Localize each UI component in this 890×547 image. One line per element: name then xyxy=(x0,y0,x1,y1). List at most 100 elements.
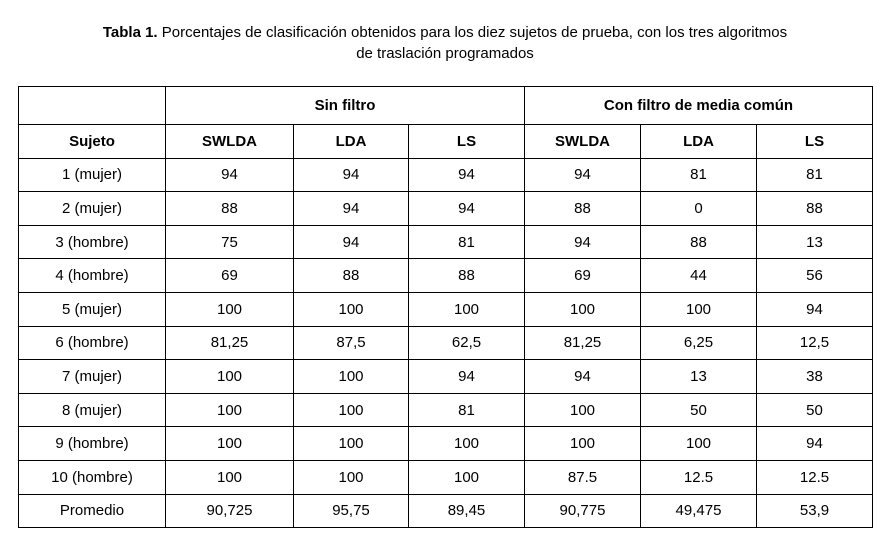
table-row: 2 (mujer) 88 94 94 88 0 88 xyxy=(18,191,874,226)
column-header: LS xyxy=(408,124,525,159)
group-header-empty xyxy=(18,86,166,125)
value-cell: 94 xyxy=(293,224,409,260)
value-cell: 62,5 xyxy=(408,325,525,361)
value-cell: 100 xyxy=(165,291,294,327)
value-cell: 90,775 xyxy=(524,493,641,529)
value-cell: 38 xyxy=(755,359,874,394)
value-cell: 69 xyxy=(524,258,641,293)
value-cell: 94 xyxy=(755,426,874,461)
group-header-row: Sin filtro Con filtro de media común xyxy=(18,86,874,125)
value-cell: 13 xyxy=(640,359,757,394)
value-cell: 53,9 xyxy=(755,493,874,529)
subject-cell: 8 (mujer) xyxy=(18,392,166,428)
value-cell: 88 xyxy=(165,191,294,226)
value-cell: 94 xyxy=(755,291,874,327)
value-cell: 12,5 xyxy=(755,325,874,361)
table-row: 10 (hombre) 100 100 100 87.5 12.5 12.5 xyxy=(18,459,874,495)
value-cell: 100 xyxy=(293,392,409,428)
table-row: 8 (mujer) 100 100 81 100 50 50 xyxy=(18,392,874,428)
value-cell: 89,45 xyxy=(408,493,525,529)
value-cell: 94 xyxy=(524,157,641,193)
value-cell: 88 xyxy=(755,191,874,226)
value-cell: 94 xyxy=(165,157,294,193)
value-cell: 100 xyxy=(640,291,757,327)
group-header-con-filtro: Con filtro de media común xyxy=(523,86,874,125)
subject-cell: 9 (hombre) xyxy=(18,426,166,461)
caption-text-line1: Porcentajes de clasificación obtenidos p… xyxy=(161,24,788,41)
value-cell: 100 xyxy=(165,359,294,394)
value-cell: 100 xyxy=(165,459,294,495)
caption-text-line2: de traslación programados xyxy=(356,45,534,62)
value-cell: 6,25 xyxy=(640,325,757,361)
subject-cell: 2 (mujer) xyxy=(18,191,166,226)
table-row: 6 (hombre) 81,25 87,5 62,5 81,25 6,25 12,5 xyxy=(18,325,874,361)
table-row: 7 (mujer) 100 100 94 94 13 38 xyxy=(18,359,874,394)
column-header: SWLDA xyxy=(524,124,641,159)
column-header-row: Sujeto SWLDA LDA LS SWLDA LDA LS xyxy=(18,124,874,159)
value-cell: 81,25 xyxy=(165,325,294,361)
subject-cell: 10 (hombre) xyxy=(18,459,166,495)
value-cell: 12.5 xyxy=(640,459,757,495)
table-row: 1 (mujer) 94 94 94 94 81 81 xyxy=(18,157,874,193)
subject-cell: 7 (mujer) xyxy=(18,359,166,394)
value-cell: 88 xyxy=(640,224,757,260)
value-cell: 13 xyxy=(755,224,874,260)
value-cell: 94 xyxy=(524,224,641,260)
value-cell: 100 xyxy=(293,459,409,495)
value-cell: 94 xyxy=(524,359,641,394)
subject-cell: 3 (hombre) xyxy=(18,224,166,260)
value-cell: 100 xyxy=(524,426,641,461)
value-cell: 56 xyxy=(755,258,874,293)
group-header-sin-filtro: Sin filtro xyxy=(165,86,525,125)
value-cell: 100 xyxy=(640,426,757,461)
value-cell: 100 xyxy=(524,291,641,327)
value-cell: 75 xyxy=(165,224,294,260)
column-header: SWLDA xyxy=(165,124,294,159)
value-cell: 100 xyxy=(408,426,525,461)
value-cell: 94 xyxy=(293,157,409,193)
subject-cell: Promedio xyxy=(18,493,166,529)
table-row: 5 (mujer) 100 100 100 100 100 94 xyxy=(18,291,874,327)
value-cell: 100 xyxy=(165,392,294,428)
value-cell: 88 xyxy=(408,258,525,293)
value-cell: 0 xyxy=(640,191,757,226)
value-cell: 100 xyxy=(293,426,409,461)
value-cell: 94 xyxy=(293,191,409,226)
subject-cell: 1 (mujer) xyxy=(18,157,166,193)
value-cell: 100 xyxy=(524,392,641,428)
value-cell: 81 xyxy=(408,392,525,428)
value-cell: 100 xyxy=(408,291,525,327)
value-cell: 87.5 xyxy=(524,459,641,495)
value-cell: 81 xyxy=(408,224,525,260)
value-cell: 95,75 xyxy=(293,493,409,529)
subject-cell: 4 (hombre) xyxy=(18,258,166,293)
value-cell: 88 xyxy=(524,191,641,226)
column-header: Sujeto xyxy=(18,124,166,159)
value-cell: 81 xyxy=(755,157,874,193)
value-cell: 44 xyxy=(640,258,757,293)
column-header: LDA xyxy=(640,124,757,159)
column-header: LDA xyxy=(293,124,409,159)
value-cell: 12.5 xyxy=(755,459,874,495)
value-cell: 69 xyxy=(165,258,294,293)
value-cell: 50 xyxy=(755,392,874,428)
value-cell: 88 xyxy=(293,258,409,293)
value-cell: 100 xyxy=(293,359,409,394)
table-caption: Tabla 1. Porcentajes de clasificación ob… xyxy=(0,22,890,64)
value-cell: 100 xyxy=(408,459,525,495)
value-cell: 90,725 xyxy=(165,493,294,529)
average-row: Promedio 90,725 95,75 89,45 90,775 49,475 53,9 xyxy=(18,493,874,529)
value-cell: 87,5 xyxy=(293,325,409,361)
value-cell: 100 xyxy=(165,426,294,461)
value-cell: 50 xyxy=(640,392,757,428)
caption-label: Tabla 1. xyxy=(102,24,158,41)
value-cell: 94 xyxy=(408,157,525,193)
value-cell: 49,475 xyxy=(640,493,757,529)
value-cell: 81,25 xyxy=(524,325,641,361)
subject-cell: 5 (mujer) xyxy=(18,291,166,327)
column-header: LS xyxy=(755,124,874,159)
value-cell: 81 xyxy=(640,157,757,193)
table-row: 3 (hombre) 75 94 81 94 88 13 xyxy=(18,224,874,260)
classification-table: Sin filtro Con filtro de media común Suj… xyxy=(18,86,874,529)
subject-cell: 6 (hombre) xyxy=(18,325,166,361)
